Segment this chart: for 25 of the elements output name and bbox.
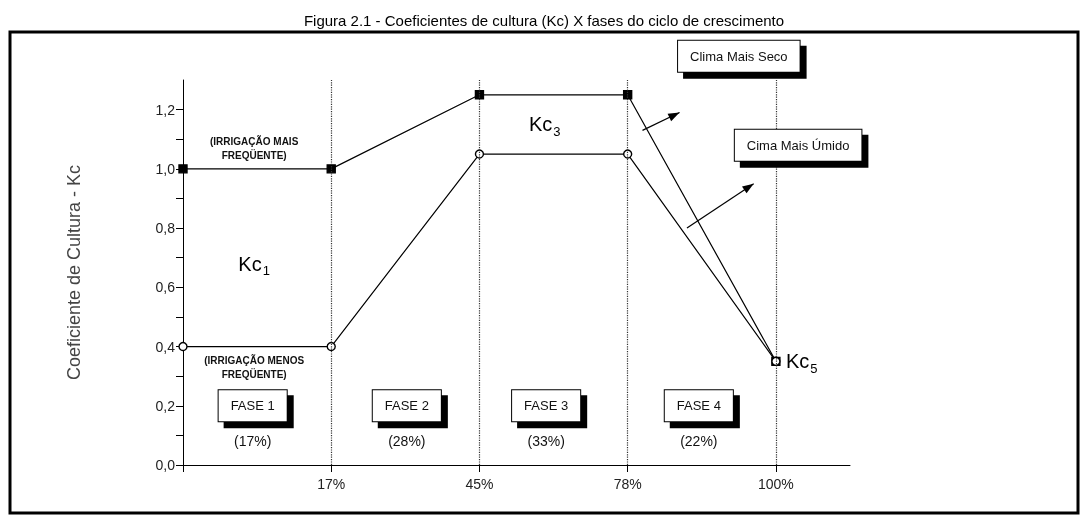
chart-title: Figura 2.1 - Coeficientes de cultura (Kc) X fases do ciclo de crescimento <box>303 12 785 29</box>
annotation: (17%) <box>233 433 272 450</box>
text: Clima Mais Seco <box>690 48 788 64</box>
y-tick-label: 0,6 <box>155 279 176 296</box>
x-tick-label: 17% <box>317 476 346 492</box>
y-tick-label: 0,8 <box>155 220 176 237</box>
y-tick-label: 0,4 <box>155 338 176 355</box>
y-tick-label: 1,0 <box>155 160 176 177</box>
annotation: (IRRIGAÇÃO MAIS FREQÜENTE) <box>209 134 299 161</box>
annotation: FASE 4 <box>676 398 721 414</box>
annotation: (22%) <box>680 433 718 450</box>
y-axis-title: Coeficiente de Cultura - Kc <box>64 164 84 381</box>
x-tick-label: 78% <box>613 476 642 492</box>
annotation: (33%) <box>527 433 565 450</box>
annotation: FASE 3 <box>524 398 569 414</box>
y-tick-label: 1,2 <box>155 101 176 118</box>
x-tick-label: 100% <box>757 476 794 492</box>
annotation: Cima Mais Úmido <box>746 137 850 153</box>
annotation: FASE 2 <box>384 398 429 414</box>
annotation: FASE 1 <box>230 398 275 414</box>
annotation: (IRRIGAÇÃO MENOS FREQÜENTE) <box>204 353 305 380</box>
x-tick-label: 45% <box>465 476 494 492</box>
y-tick-label: 0,0 <box>155 457 176 473</box>
annotation: (28%) <box>388 433 426 450</box>
y-tick-label: 0,2 <box>155 397 176 414</box>
